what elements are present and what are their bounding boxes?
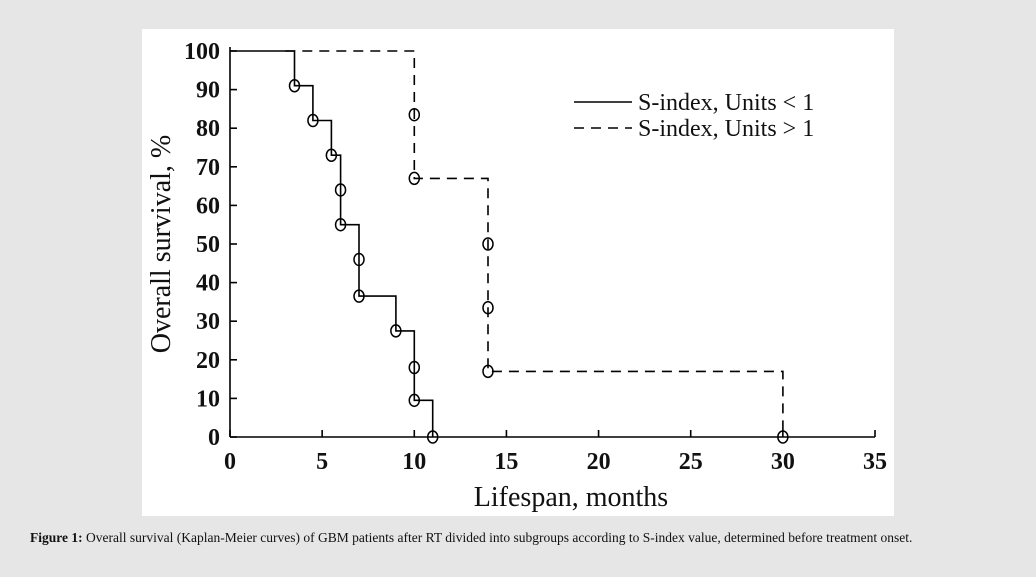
censored-marker [482, 237, 494, 251]
y-tick-label: 20 [196, 348, 220, 374]
caption-label: Figure 1: [30, 530, 83, 545]
legend-label-dashed: S-index, Units > 1 [638, 116, 814, 142]
x-tick-label: 35 [863, 449, 887, 475]
y-tick-label: 100 [184, 39, 220, 65]
axes: 0 5 10 15 20 25 30 35 0 10 20 30 40 50 60 70 80 90 100 [184, 39, 887, 475]
y-tick-label: 70 [196, 155, 220, 181]
figure-caption: Figure 1: Overall survival (Kaplan-Meier… [30, 530, 1020, 546]
survival-curve-dashed [285, 50, 784, 437]
censored-marker [334, 217, 347, 232]
x-tick-label: 10 [402, 449, 426, 475]
y-tick-label: 30 [196, 309, 220, 335]
y-tick-label: 80 [196, 116, 220, 142]
censored-marker [353, 252, 365, 267]
x-tick-label: 25 [679, 449, 703, 475]
censored-marker [426, 430, 439, 444]
censored-marker [482, 364, 494, 379]
x-tick-label: 15 [494, 449, 518, 475]
legend-label-solid: S-index, Units < 1 [638, 90, 814, 116]
y-tick-label: 0 [208, 425, 220, 451]
censored-marker [390, 324, 402, 338]
y-tick-label: 60 [196, 193, 220, 219]
kaplan-meier-chart: 0 5 10 15 20 25 30 35 0 10 20 30 40 50 60 70 80 90 100 S-i… [146, 39, 887, 513]
survival-curve-solid [230, 50, 434, 437]
series-layer [230, 50, 789, 444]
y-tick-label: 40 [196, 271, 220, 297]
chart-area: 0 5 10 15 20 25 30 35 0 10 20 30 40 50 60 70 80 90 100 S-i… [142, 29, 894, 516]
legend: S-index, Units < 1 S-index, Units > 1 [574, 90, 814, 142]
x-tick-label: 0 [224, 449, 236, 475]
y-tick-label: 90 [196, 78, 220, 104]
censored-marker [288, 78, 301, 93]
censored-marker [307, 113, 319, 128]
censored-marker [325, 148, 338, 162]
censored-marker [482, 300, 494, 315]
x-tick-label: 5 [316, 449, 328, 475]
censored-marker [334, 183, 347, 197]
x-tick-label: 20 [587, 449, 611, 475]
y-axis-title: Overall survival, % [146, 135, 177, 354]
censored-marker [353, 289, 365, 303]
censored-marker [408, 107, 421, 122]
censored-marker [408, 171, 421, 186]
censored-marker [408, 393, 421, 408]
censored-marker [408, 360, 421, 375]
caption-text: Overall survival (Kaplan-Meier curves) o… [82, 530, 913, 545]
y-tick-label: 10 [196, 386, 220, 412]
censored-marker [777, 430, 789, 444]
y-tick-label: 50 [196, 232, 220, 258]
x-tick-label: 30 [771, 449, 795, 475]
x-axis-title: Lifespan, months [474, 482, 668, 513]
